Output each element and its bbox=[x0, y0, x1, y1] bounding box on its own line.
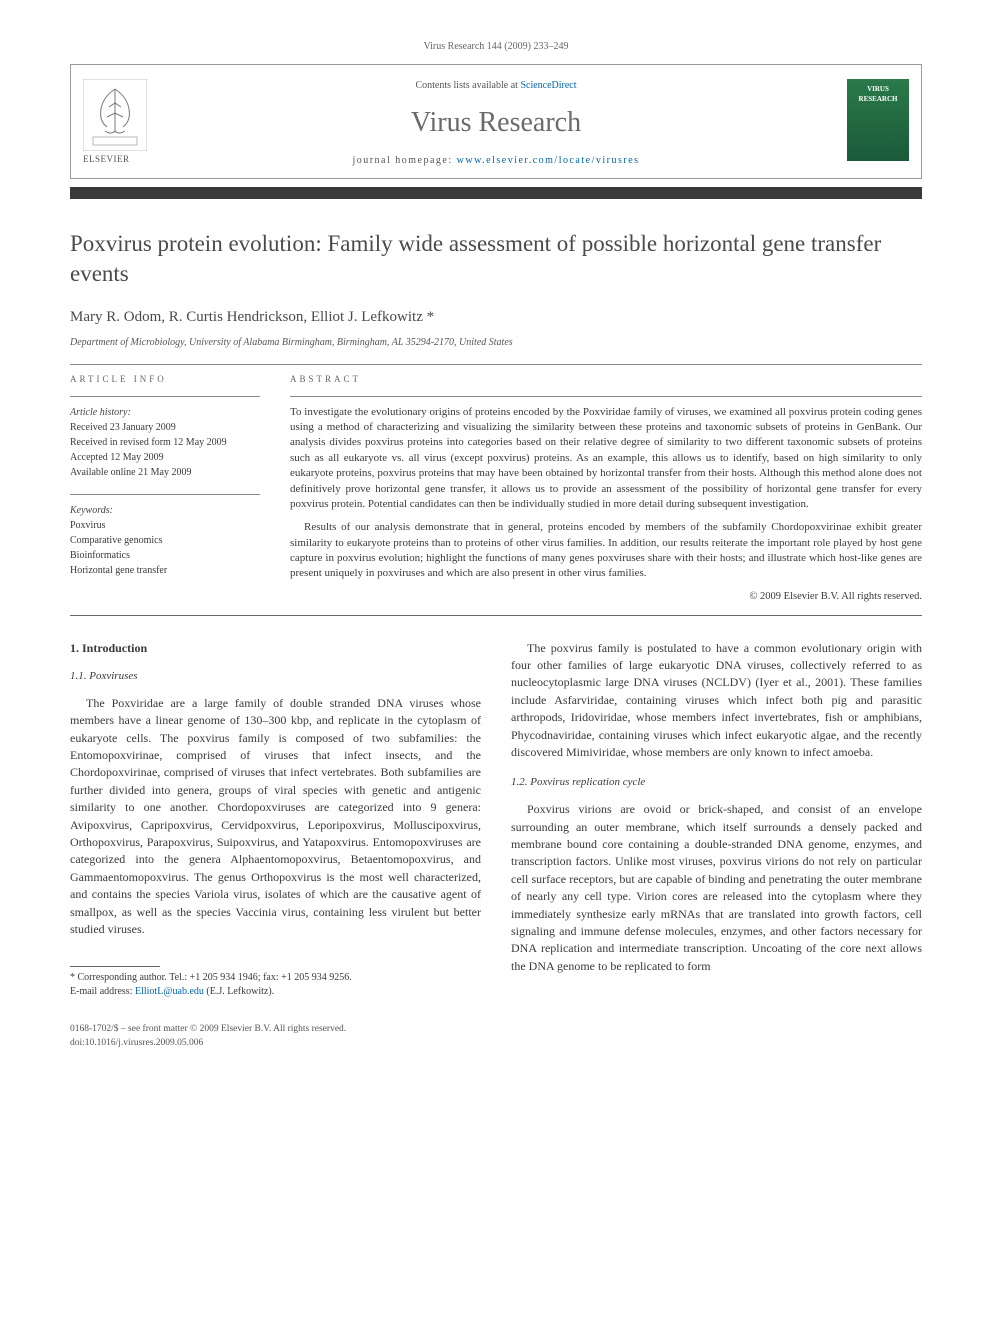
footer-doi: doi:10.1016/j.virusres.2009.05.006 bbox=[70, 1037, 922, 1050]
elsevier-tree-icon bbox=[83, 79, 147, 151]
footnote-corr: * Corresponding author. Tel.: +1 205 934… bbox=[70, 971, 481, 985]
abstract-rule bbox=[290, 396, 922, 397]
email-link[interactable]: ElliotL@uab.edu bbox=[135, 986, 204, 997]
info-rule-2 bbox=[70, 494, 260, 495]
abstract-label: ABSTRACT bbox=[290, 373, 922, 386]
abstract-p1: To investigate the evolutionary origins … bbox=[290, 405, 922, 513]
keywords-label: Keywords: bbox=[70, 503, 260, 518]
header-black-bar bbox=[70, 187, 922, 199]
affiliation: Department of Microbiology, University o… bbox=[70, 336, 922, 350]
history-online: Available online 21 May 2009 bbox=[70, 465, 260, 480]
journal-header-box: ELSEVIER VIRUS RESEARCH Contents lists a… bbox=[70, 64, 922, 179]
history-label: Article history: bbox=[70, 405, 260, 420]
keyword-3: Bioinformatics bbox=[70, 548, 260, 563]
keyword-4: Horizontal gene transfer bbox=[70, 563, 260, 578]
sciencedirect-link[interactable]: ScienceDirect bbox=[520, 80, 576, 91]
rule-top bbox=[70, 364, 922, 365]
corresponding-author-footnote: * Corresponding author. Tel.: +1 205 934… bbox=[70, 971, 481, 999]
authors-line: Mary R. Odom, R. Curtis Hendrickson, Ell… bbox=[70, 307, 922, 328]
homepage-label: journal homepage: bbox=[352, 155, 456, 166]
running-head: Virus Research 144 (2009) 233–249 bbox=[70, 40, 922, 54]
article-history: Article history: Received 23 January 200… bbox=[70, 405, 260, 480]
paragraph-col2-a: The poxvirus family is postulated to hav… bbox=[511, 640, 922, 762]
heading-1-1: 1.1. Poxviruses bbox=[70, 669, 481, 685]
elsevier-logo-text: ELSEVIER bbox=[83, 153, 130, 166]
body-left-column: 1. Introduction 1.1. Poxviruses The Poxv… bbox=[70, 640, 481, 1000]
heading-introduction: 1. Introduction bbox=[70, 640, 481, 657]
rule-after-abstract bbox=[70, 615, 922, 616]
email-name: (E.J. Lefkowitz). bbox=[204, 986, 274, 997]
journal-cover-thumbnail: VIRUS RESEARCH bbox=[847, 79, 909, 161]
contents-text: Contents lists available at bbox=[415, 80, 520, 91]
email-label: E-mail address: bbox=[70, 986, 135, 997]
article-info-column: ARTICLE INFO Article history: Received 2… bbox=[70, 373, 260, 605]
history-revised: Received in revised form 12 May 2009 bbox=[70, 435, 260, 450]
page-footer: 0168-1702/$ – see front matter © 2009 El… bbox=[70, 1023, 922, 1050]
journal-name: Virus Research bbox=[91, 103, 901, 142]
cover-text-2: RESEARCH bbox=[859, 95, 898, 105]
homepage-line: journal homepage: www.elsevier.com/locat… bbox=[91, 154, 901, 168]
paragraph-1-1: The Poxviridae are a large family of dou… bbox=[70, 695, 481, 938]
abstract-column: ABSTRACT To investigate the evolutionary… bbox=[290, 373, 922, 605]
footer-line-1: 0168-1702/$ – see front matter © 2009 El… bbox=[70, 1023, 922, 1036]
article-info-label: ARTICLE INFO bbox=[70, 373, 260, 386]
history-received: Received 23 January 2009 bbox=[70, 420, 260, 435]
info-rule bbox=[70, 396, 260, 397]
footnote-rule bbox=[70, 966, 160, 967]
history-accepted: Accepted 12 May 2009 bbox=[70, 450, 260, 465]
abstract-copyright: © 2009 Elsevier B.V. All rights reserved… bbox=[290, 590, 922, 605]
homepage-url-link[interactable]: www.elsevier.com/locate/virusres bbox=[457, 155, 640, 166]
article-title: Poxvirus protein evolution: Family wide … bbox=[70, 229, 922, 289]
body-right-column: The poxvirus family is postulated to hav… bbox=[511, 640, 922, 1000]
paragraph-1-2: Poxvirus virions are ovoid or brick-shap… bbox=[511, 801, 922, 975]
cover-text-1: VIRUS bbox=[867, 85, 889, 95]
keyword-1: Poxvirus bbox=[70, 518, 260, 533]
keywords-block: Keywords: Poxvirus Comparative genomics … bbox=[70, 503, 260, 578]
keyword-2: Comparative genomics bbox=[70, 533, 260, 548]
heading-1-2: 1.2. Poxvirus replication cycle bbox=[511, 775, 922, 791]
contents-lists-line: Contents lists available at ScienceDirec… bbox=[91, 79, 901, 93]
abstract-p2: Results of our analysis demonstrate that… bbox=[290, 520, 922, 582]
